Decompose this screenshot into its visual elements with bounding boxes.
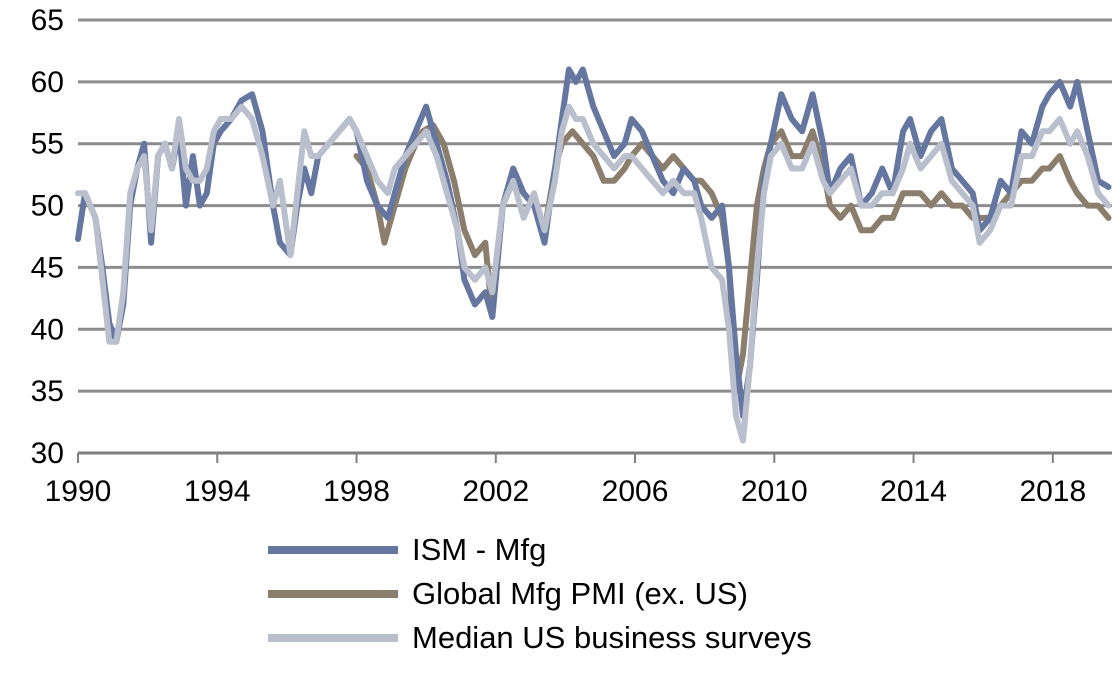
x-tick-label-2018: 2018 — [1019, 475, 1086, 508]
y-tick-label-35: 35 — [31, 375, 64, 408]
legend-swatch-ism — [268, 546, 398, 554]
y-tick-label-55: 55 — [31, 128, 64, 161]
legend-label-median-surveys: Median US business surveys — [412, 620, 812, 655]
x-tick-label-2010: 2010 — [741, 475, 808, 508]
legend-swatch-median-surveys — [268, 634, 398, 642]
x-tick-label-1990: 1990 — [45, 475, 112, 508]
x-axis-ticks: 1990 1994 1998 2002 2006 2010 2014 2018 — [45, 453, 1086, 508]
series-line-median-surveys — [75, 103, 1112, 444]
legend: ISM - Mfg Global Mfg PMI (ex. US) Median… — [268, 528, 812, 660]
x-tick-label-1998: 1998 — [323, 475, 390, 508]
y-tick-label-65: 65 — [31, 4, 64, 37]
y-tick-label-60: 60 — [31, 66, 64, 99]
x-tick-label-2002: 2002 — [462, 475, 529, 508]
x-tick-label-1994: 1994 — [184, 475, 251, 508]
legend-item-global-pmi: Global Mfg PMI (ex. US) — [268, 572, 812, 616]
legend-label-ism: ISM - Mfg — [412, 532, 547, 567]
y-tick-label-30: 30 — [31, 437, 64, 470]
legend-swatch-global-pmi — [268, 590, 398, 598]
legend-item-ism: ISM - Mfg — [268, 528, 812, 572]
line-chart: 30 35 40 45 50 55 60 65 1990 1994 1998 2002 2006 201… — [31, 4, 1112, 508]
y-tick-label-45: 45 — [31, 251, 64, 284]
y-tick-label-50: 50 — [31, 190, 64, 223]
series-lines — [75, 66, 1112, 444]
legend-item-median-surveys: Median US business surveys — [268, 616, 812, 660]
y-axis-ticks: 30 35 40 45 50 55 60 65 — [31, 4, 64, 470]
legend-label-global-pmi: Global Mfg PMI (ex. US) — [412, 576, 748, 611]
y-tick-label-40: 40 — [31, 313, 64, 346]
x-tick-label-2006: 2006 — [602, 475, 669, 508]
x-tick-label-2014: 2014 — [880, 475, 947, 508]
